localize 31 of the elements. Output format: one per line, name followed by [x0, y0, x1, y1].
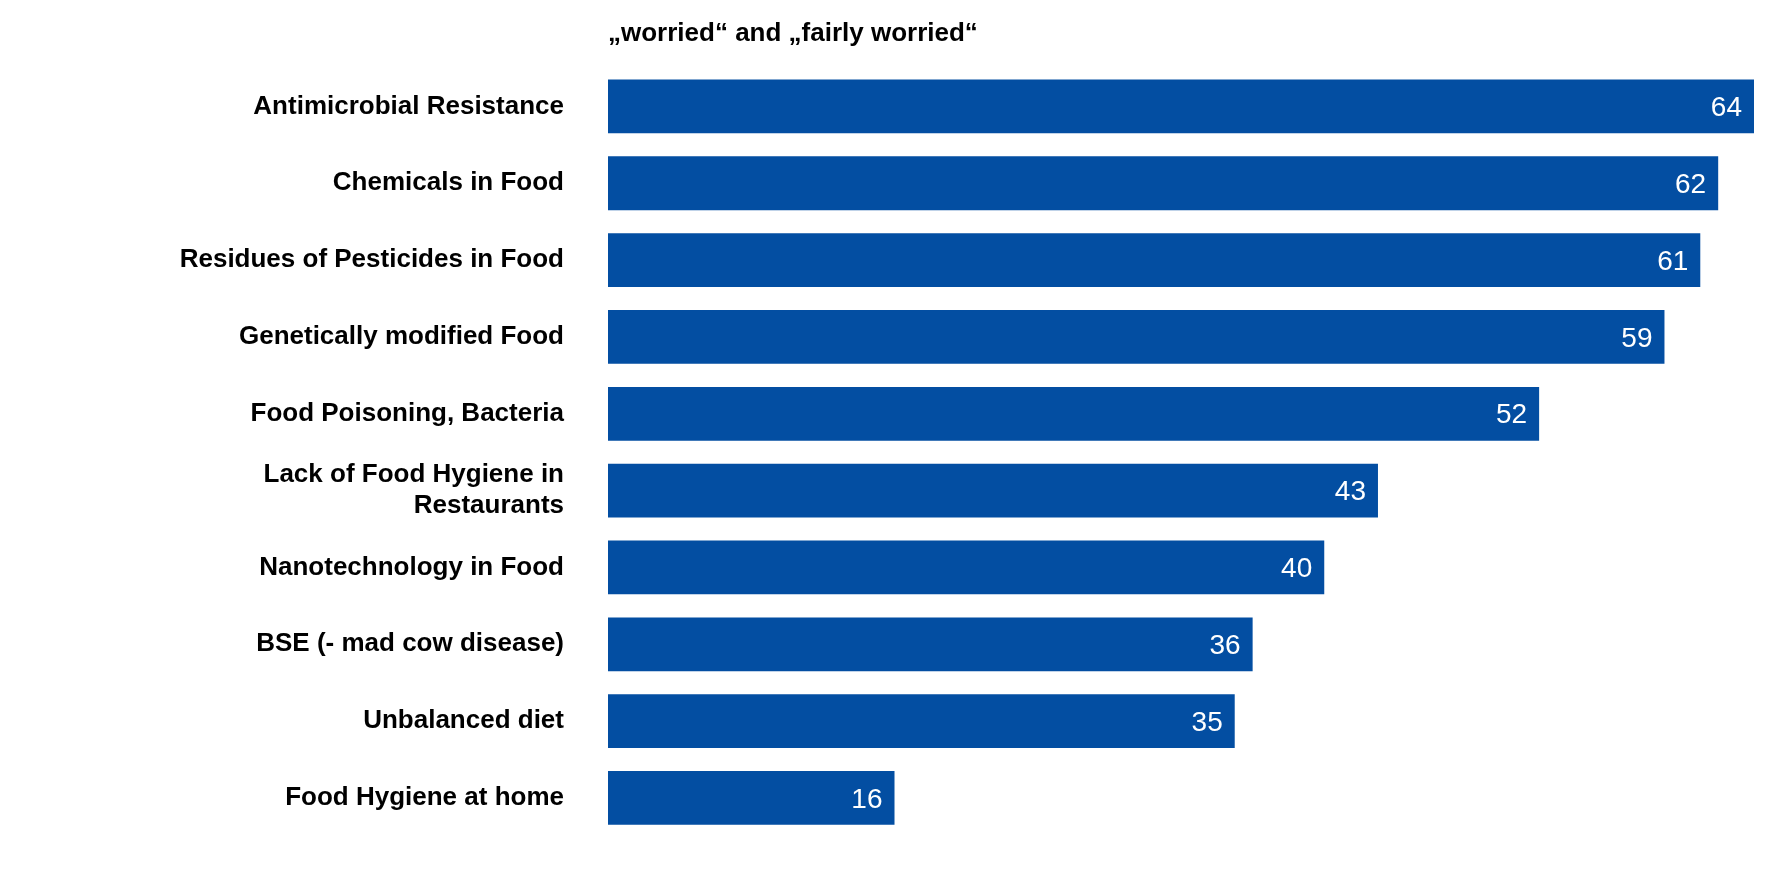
bar [608, 386, 1540, 441]
data-label: 35 [1191, 705, 1223, 737]
data-label: 52 [1495, 398, 1528, 430]
bar [608, 310, 1665, 364]
y-tick-label: Genetically modified Food [238, 320, 564, 351]
bar [608, 540, 1325, 595]
bar [608, 694, 1235, 749]
data-label: 36 [1209, 629, 1241, 661]
y-tick-label: Lack of Food Hygiene in Restaurants [263, 458, 564, 520]
y-tick-label: Food Poisoning, Bacteria [250, 396, 565, 427]
data-label: 61 [1657, 244, 1689, 276]
y-tick-label: Residues of Pesticides in Food [179, 243, 564, 274]
data-label: 40 [1281, 552, 1313, 584]
data-label: 64 [1710, 91, 1742, 123]
bar [608, 156, 1719, 211]
y-tick-label: BSE (- mad cow disease) [256, 627, 564, 658]
bar [608, 79, 1754, 134]
bar [608, 771, 895, 825]
bar [608, 233, 1701, 287]
data-label: 43 [1334, 475, 1366, 507]
data-label: 59 [1621, 321, 1653, 353]
data-label: 62 [1675, 167, 1707, 199]
y-tick-label: Nanotechnology in Food [259, 550, 564, 581]
bar [608, 463, 1378, 518]
y-tick-label: Chemicals in Food [332, 166, 564, 197]
data-label: 16 [851, 782, 883, 814]
y-tick-label: Antimicrobial Resistance [253, 89, 564, 120]
y-tick-label: Food Hygiene at home [285, 781, 564, 812]
bar [608, 617, 1253, 672]
y-tick-label: Unbalanced diet [363, 704, 565, 735]
chart-title: „worried“ and „fairly worried“ [608, 17, 978, 48]
